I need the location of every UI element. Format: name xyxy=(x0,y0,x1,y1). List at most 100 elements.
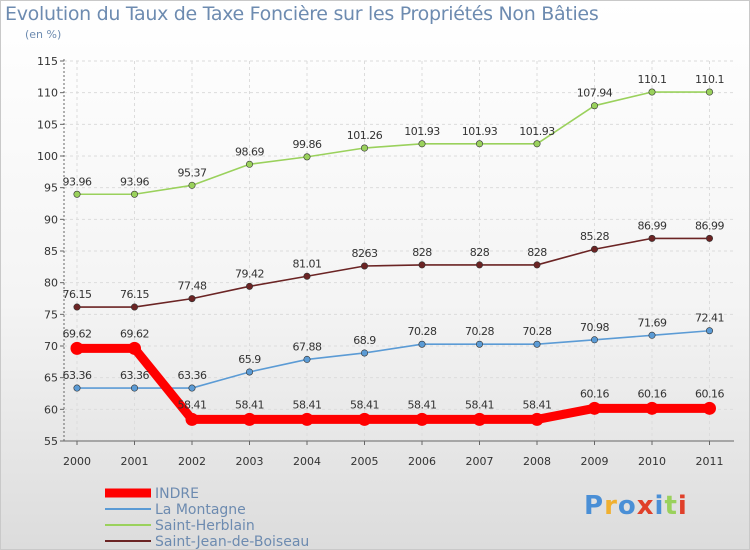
y-tick-label: 90 xyxy=(44,213,58,226)
x-tick-label: 2008 xyxy=(523,455,551,468)
data-point xyxy=(360,349,368,357)
x-tick-label: 2002 xyxy=(178,455,206,468)
data-label: 70.28 xyxy=(523,325,552,338)
data-label: 67.88 xyxy=(293,340,322,353)
data-label: 107.94 xyxy=(577,87,613,100)
data-label: 63.36 xyxy=(63,369,92,382)
data-point xyxy=(303,355,311,363)
data-label: 76.15 xyxy=(120,288,149,301)
y-tick-label: 75 xyxy=(44,308,58,321)
data-label: 69.62 xyxy=(63,327,92,340)
data-point xyxy=(475,140,483,148)
data-point xyxy=(246,160,254,168)
data-point xyxy=(415,412,429,426)
logo-letter: i xyxy=(654,491,665,521)
chart-title: Evolution du Taux de Taxe Foncière sur l… xyxy=(5,3,599,25)
legend-label: Saint-Herblain xyxy=(155,518,255,534)
data-point xyxy=(360,262,368,270)
data-point xyxy=(131,303,139,311)
data-point xyxy=(188,384,196,392)
x-tick-label: 2007 xyxy=(466,455,494,468)
data-label: 101.93 xyxy=(462,125,498,138)
data-label: 85.28 xyxy=(580,230,609,243)
y-tick-label: 105 xyxy=(37,118,58,131)
data-point xyxy=(475,340,483,348)
data-label: 76.15 xyxy=(63,288,92,301)
data-point xyxy=(530,412,544,426)
y-tick-label: 110 xyxy=(37,87,58,100)
data-label: 60.16 xyxy=(695,387,724,400)
data-point xyxy=(590,102,598,110)
x-tick-label: 2003 xyxy=(236,455,264,468)
data-label: 8263 xyxy=(352,247,378,260)
data-point xyxy=(648,234,656,242)
data-label: 72.41 xyxy=(695,312,724,325)
data-point xyxy=(188,295,196,303)
data-point xyxy=(645,401,659,415)
y-tick-label: 95 xyxy=(44,182,58,195)
data-label: 93.96 xyxy=(120,175,149,188)
data-label: 98.69 xyxy=(235,145,264,158)
data-label: 93.96 xyxy=(63,175,92,188)
logo-letter: x xyxy=(636,491,655,521)
data-label: 60.16 xyxy=(580,387,609,400)
data-label: 58.41 xyxy=(178,398,207,411)
data-point xyxy=(358,412,371,426)
y-tick-label: 80 xyxy=(44,277,58,290)
data-point xyxy=(473,412,486,426)
data-label: 828 xyxy=(412,246,432,259)
data-point xyxy=(303,272,311,280)
data-point xyxy=(648,331,656,339)
legend-label: INDRE xyxy=(155,486,199,502)
data-label: 58.41 xyxy=(523,398,552,411)
data-point xyxy=(588,401,601,415)
data-point xyxy=(703,401,716,415)
logo-letter: o xyxy=(617,491,637,521)
legend-label: La Montagne xyxy=(155,502,246,518)
data-point xyxy=(533,340,541,348)
data-point xyxy=(418,140,426,148)
data-point xyxy=(590,245,598,253)
x-tick-label: 2001 xyxy=(121,455,149,468)
data-label: 95.37 xyxy=(178,166,207,179)
data-label: 110.1 xyxy=(638,73,667,86)
logo-letter: r xyxy=(604,491,618,521)
data-label: 828 xyxy=(527,246,547,259)
x-tick-label: 2000 xyxy=(63,455,91,468)
x-tick-label: 2006 xyxy=(408,455,436,468)
data-label: 101.26 xyxy=(347,129,383,142)
data-label: 70.98 xyxy=(580,321,609,334)
data-label: 65.9 xyxy=(238,353,261,366)
data-label: 60.16 xyxy=(638,387,667,400)
data-point xyxy=(705,234,713,242)
data-point xyxy=(246,368,254,376)
legend-label: Saint-Jean-de-Boiseau xyxy=(155,534,309,550)
data-point xyxy=(705,88,713,96)
y-tick-label: 55 xyxy=(44,435,58,448)
series-line-indre xyxy=(72,343,714,424)
data-point xyxy=(73,303,81,311)
y-tick-label: 65 xyxy=(44,372,58,385)
data-point xyxy=(533,140,541,148)
data-label: 77.48 xyxy=(178,280,207,293)
data-label: 58.41 xyxy=(465,398,494,411)
x-tick-label: 2010 xyxy=(638,455,666,468)
data-label: 110.1 xyxy=(695,73,724,86)
data-label: 58.41 xyxy=(408,398,437,411)
data-label: 69.62 xyxy=(120,327,149,340)
data-label: 63.36 xyxy=(178,369,207,382)
series-line-saint-jean-de-boiseau xyxy=(76,237,711,308)
data-label: 63.36 xyxy=(120,369,149,382)
data-point xyxy=(475,261,483,269)
data-label: 79.42 xyxy=(235,267,264,280)
data-point xyxy=(128,341,141,355)
data-point xyxy=(70,341,84,355)
x-tick-label: 2005 xyxy=(351,455,379,468)
data-label: 86.99 xyxy=(695,219,724,232)
data-point xyxy=(418,340,426,348)
y-tick-label: 100 xyxy=(37,150,58,163)
data-point xyxy=(303,153,311,161)
series-line-saint-herblain xyxy=(76,91,711,196)
